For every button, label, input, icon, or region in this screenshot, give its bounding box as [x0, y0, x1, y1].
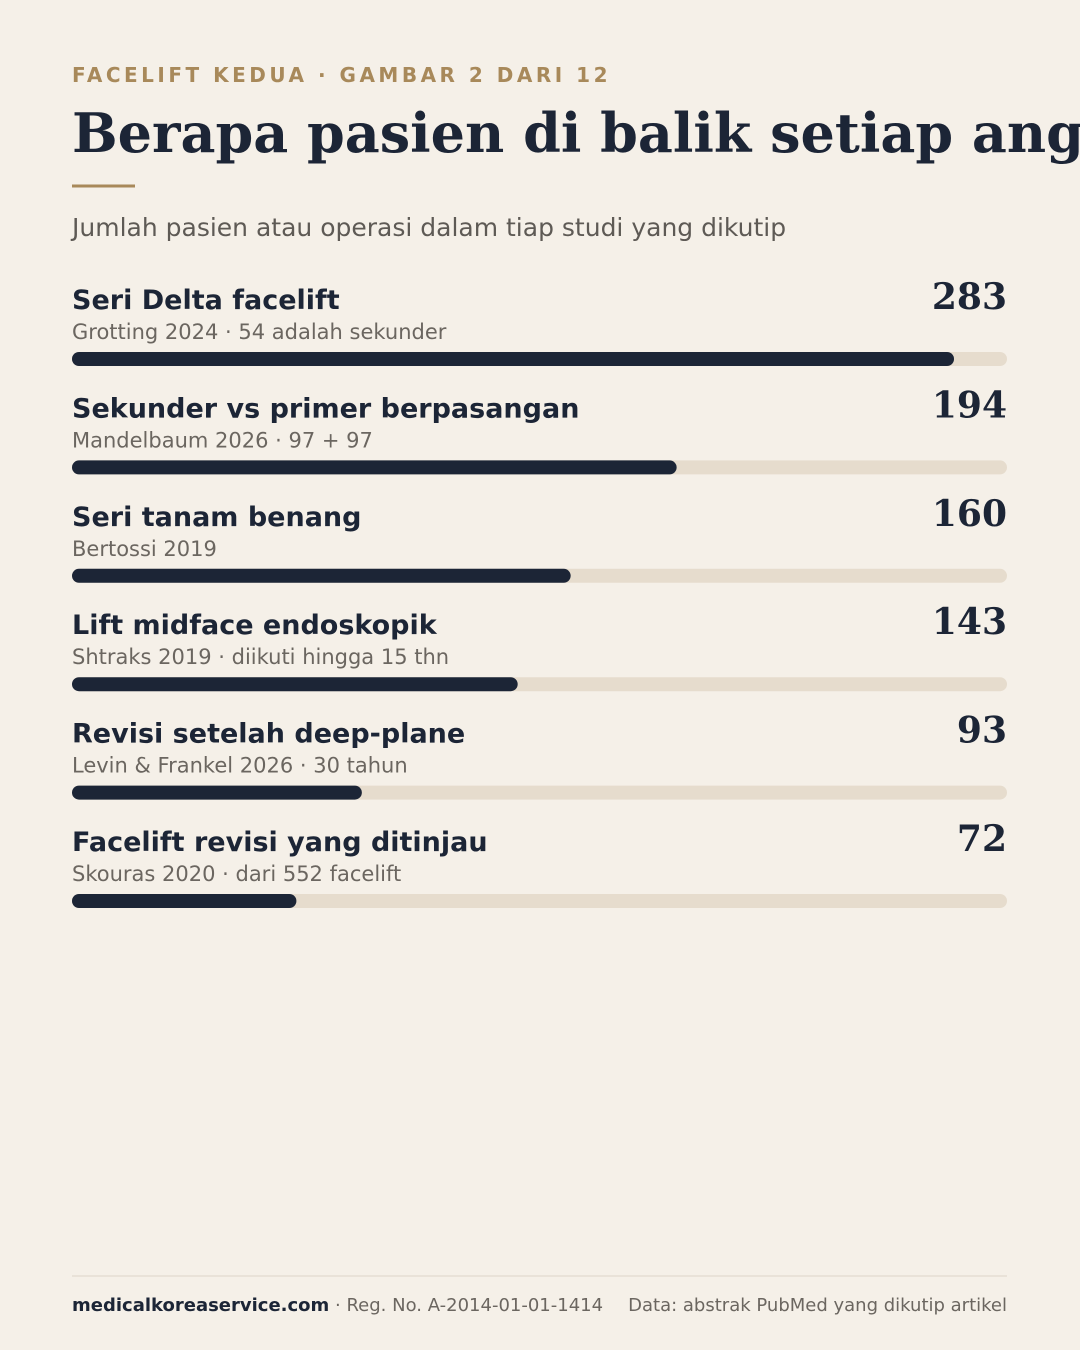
footer-site: medicalkoreaservice.com — [72, 1295, 329, 1316]
bar — [72, 677, 518, 692]
row-label: Lift midface endoskopik — [72, 610, 438, 641]
bar — [72, 785, 362, 800]
bar — [72, 568, 571, 583]
row-label: Facelift revisi yang ditinjau — [72, 827, 488, 858]
bar-track — [72, 894, 1007, 908]
row-label: Sekunder vs primer berpasangan — [72, 393, 579, 424]
value-label: 194 — [932, 384, 1007, 426]
row-note: Shtraks 2019 · diikuti hingga 15 thn — [72, 645, 449, 669]
value-label: 160 — [932, 493, 1007, 535]
row-label: Seri tanam benang — [72, 502, 361, 533]
row-note: Grotting 2024 · 54 adalah sekunder — [72, 320, 447, 344]
value-label: 72 — [957, 818, 1007, 860]
row-note: Skouras 2020 · dari 552 facelift — [72, 862, 401, 886]
footer-left: medicalkoreaservice.com · Reg. No. A-201… — [72, 1295, 603, 1316]
value-label: 283 — [932, 276, 1007, 318]
bar — [72, 894, 297, 908]
bar — [72, 460, 677, 475]
row-label: Revisi setelah deep-plane — [72, 719, 465, 750]
chart-subtitle: Jumlah pasien atau operasi dalam tiap st… — [70, 213, 786, 242]
value-label: 143 — [932, 601, 1007, 643]
bar — [72, 352, 955, 366]
row-note: Mandelbaum 2026 · 97 + 97 — [72, 428, 373, 452]
footer-source: Data: abstrak PubMed yang dikutip artike… — [628, 1295, 1007, 1316]
row-label: Seri Delta facelift — [72, 285, 340, 316]
footer-reg: · Reg. No. A-2014-01-01-1414 — [329, 1295, 603, 1316]
row-note: Levin & Frankel 2026 · 30 tahun — [72, 754, 408, 778]
row-note: Bertossi 2019 — [72, 537, 217, 561]
eyebrow: FACELIFT KEDUA · GAMBAR 2 DARI 12 — [72, 63, 611, 87]
value-label: 93 — [957, 710, 1007, 752]
chart-title: Berapa pasien di balik setiap angka — [72, 101, 1080, 165]
